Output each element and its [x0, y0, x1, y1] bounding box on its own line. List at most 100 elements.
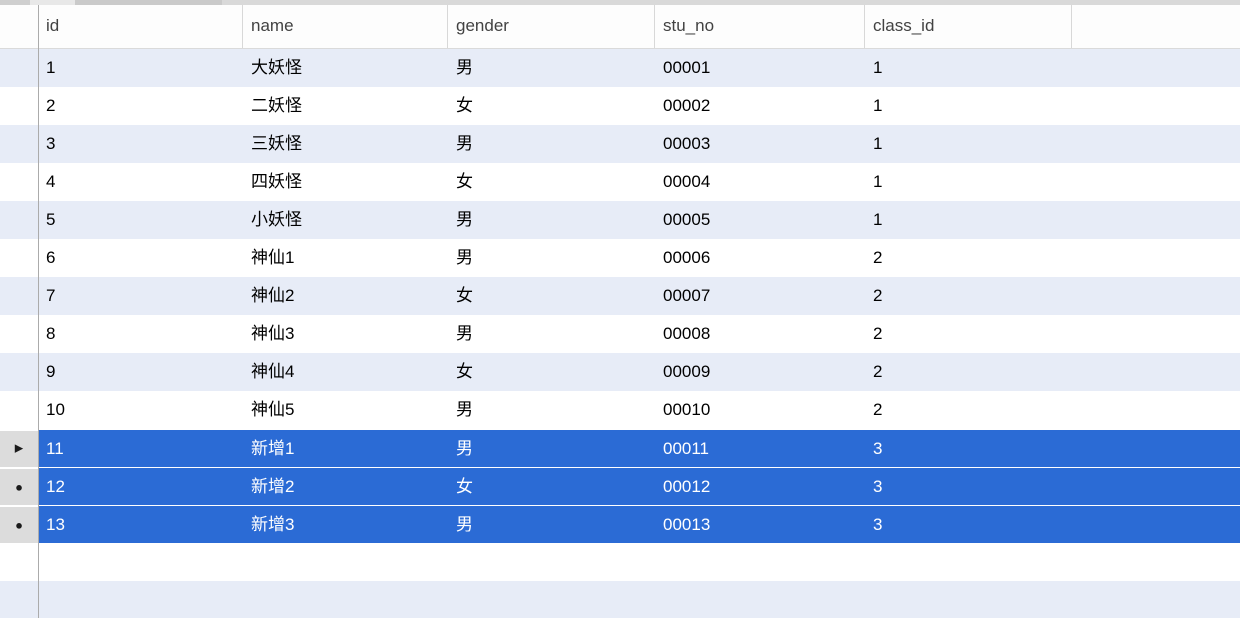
cell-class_id[interactable]: 2: [873, 286, 883, 305]
row-gutter[interactable]: ●: [0, 467, 38, 505]
cell-class_id[interactable]: 1: [873, 134, 883, 153]
cell-gender[interactable]: 男: [456, 515, 473, 534]
cell-gender[interactable]: 男: [456, 439, 473, 458]
row-gutter[interactable]: [0, 353, 38, 391]
cell-stu_no[interactable]: 00010: [663, 400, 711, 419]
cell-class_id[interactable]: 2: [873, 362, 883, 381]
cell-id[interactable]: 13: [46, 515, 65, 534]
column-header-stu-no[interactable]: stu_no: [655, 5, 865, 48]
cell-name[interactable]: 四妖怪: [251, 172, 302, 191]
cell-gender[interactable]: 男: [456, 210, 473, 229]
table-row[interactable]: 6 神仙1 男 00006 2: [0, 239, 1240, 277]
row-gutter[interactable]: [0, 391, 38, 429]
cell-stu_no[interactable]: 00011: [663, 439, 710, 458]
cell-class_id[interactable]: 1: [873, 96, 883, 115]
table-row[interactable]: 2 二妖怪 女 00002 1: [0, 87, 1240, 125]
cell-name[interactable]: 二妖怪: [251, 96, 302, 115]
cell-id[interactable]: 7: [46, 286, 56, 305]
cell-stu_no[interactable]: 00001: [663, 58, 711, 77]
cell-gender[interactable]: 男: [456, 324, 473, 343]
row-gutter[interactable]: [0, 87, 38, 125]
cell-stu_no[interactable]: 00012: [663, 477, 711, 496]
cell-name[interactable]: 神仙5: [251, 400, 295, 419]
cell-gender[interactable]: 女: [456, 172, 473, 191]
cell-name[interactable]: 小妖怪: [251, 210, 302, 229]
cell-gender[interactable]: 男: [456, 248, 473, 267]
cell-id[interactable]: 11: [46, 439, 64, 458]
cell-stu_no[interactable]: 00004: [663, 172, 711, 191]
cell-gender[interactable]: 女: [456, 96, 473, 115]
cell-stu_no[interactable]: 00002: [663, 96, 711, 115]
cell-class_id[interactable]: 1: [873, 172, 883, 191]
cell-class_id[interactable]: 1: [873, 210, 883, 229]
cell-stu_no[interactable]: 00006: [663, 248, 711, 267]
cell-class_id[interactable]: 2: [873, 324, 883, 343]
cell-id[interactable]: 3: [46, 134, 56, 153]
row-cells: 3 三妖怪 男 00003 1: [38, 125, 1240, 163]
cell-gender[interactable]: 男: [456, 134, 473, 153]
table-row[interactable]: 5 小妖怪 男 00005 1: [0, 201, 1240, 239]
row-gutter[interactable]: [0, 315, 38, 353]
cell-class_id[interactable]: 3: [873, 515, 883, 534]
cell-gender[interactable]: 女: [456, 362, 473, 381]
cell-name[interactable]: 新增3: [251, 515, 295, 534]
cell-gender[interactable]: 男: [456, 400, 473, 419]
cell-stu_no[interactable]: 00009: [663, 362, 711, 381]
table-row[interactable]: 9 神仙4 女 00009 2: [0, 353, 1240, 391]
cell-stu_no[interactable]: 00005: [663, 210, 711, 229]
table-row[interactable]: 8 神仙3 男 00008 2: [0, 315, 1240, 353]
cell-stu_no[interactable]: 00008: [663, 324, 711, 343]
table-row[interactable]: 4 四妖怪 女 00004 1: [0, 163, 1240, 201]
cell-id[interactable]: 6: [46, 248, 56, 267]
table-row[interactable]: ● 12 新增2 女 00012 3: [0, 467, 1240, 505]
cell-name[interactable]: 大妖怪: [251, 58, 302, 77]
column-header-id[interactable]: id: [38, 5, 243, 48]
cell-stu_no[interactable]: 00013: [663, 515, 711, 534]
row-gutter[interactable]: [0, 201, 38, 239]
cell-gender[interactable]: 男: [456, 58, 473, 77]
cell-name[interactable]: 神仙1: [251, 248, 295, 267]
row-cells: 1 大妖怪 男 00001 1: [38, 49, 1240, 87]
row-gutter[interactable]: ●: [0, 505, 38, 543]
cell-id[interactable]: 10: [46, 400, 65, 419]
row-gutter[interactable]: [0, 49, 38, 87]
cell-name[interactable]: 神仙2: [251, 286, 295, 305]
table-row[interactable]: ● 13 新增3 男 00013 3: [0, 505, 1240, 543]
table-row[interactable]: ▶ 11 新增1 男 00011 3: [0, 429, 1240, 467]
row-gutter[interactable]: ▶: [0, 429, 38, 467]
cell-class_id[interactable]: 2: [873, 248, 883, 267]
row-gutter[interactable]: [0, 277, 38, 315]
cell-class_id[interactable]: 1: [873, 58, 883, 77]
cell-name[interactable]: 新增1: [251, 439, 295, 458]
row-gutter[interactable]: [0, 163, 38, 201]
table-row[interactable]: 10 神仙5 男 00010 2: [0, 391, 1240, 429]
column-header-gender[interactable]: gender: [448, 5, 655, 48]
cell-id[interactable]: 9: [46, 362, 56, 381]
table-row[interactable]: 7 神仙2 女 00007 2: [0, 277, 1240, 315]
cell-id[interactable]: 1: [46, 58, 56, 77]
cell-gender[interactable]: 女: [456, 286, 473, 305]
cell-class_id[interactable]: 3: [873, 439, 883, 458]
cell-name[interactable]: 神仙4: [251, 362, 295, 381]
cell-filler: [1072, 468, 1240, 505]
cell-id[interactable]: 5: [46, 210, 56, 229]
cell-class_id[interactable]: 3: [873, 477, 883, 496]
cell-name[interactable]: 新增2: [251, 477, 295, 496]
cell-name[interactable]: 神仙3: [251, 324, 295, 343]
cell-id[interactable]: 12: [46, 477, 65, 496]
cell-name[interactable]: 三妖怪: [251, 134, 302, 153]
row-gutter[interactable]: [0, 125, 38, 163]
cell-stu_no[interactable]: 00003: [663, 134, 711, 153]
row-gutter[interactable]: [0, 239, 38, 277]
cell-id[interactable]: 2: [46, 96, 56, 115]
column-header-class-id[interactable]: class_id: [865, 5, 1072, 48]
cell-id[interactable]: 4: [46, 172, 56, 191]
cell-class_id[interactable]: 2: [873, 400, 883, 419]
cell-filler: [1072, 506, 1240, 543]
table-row[interactable]: 1 大妖怪 男 00001 1: [0, 49, 1240, 87]
cell-stu_no[interactable]: 00007: [663, 286, 711, 305]
cell-gender[interactable]: 女: [456, 477, 473, 496]
table-row[interactable]: 3 三妖怪 男 00003 1: [0, 125, 1240, 163]
cell-id[interactable]: 8: [46, 324, 56, 343]
column-header-name[interactable]: name: [243, 5, 448, 48]
